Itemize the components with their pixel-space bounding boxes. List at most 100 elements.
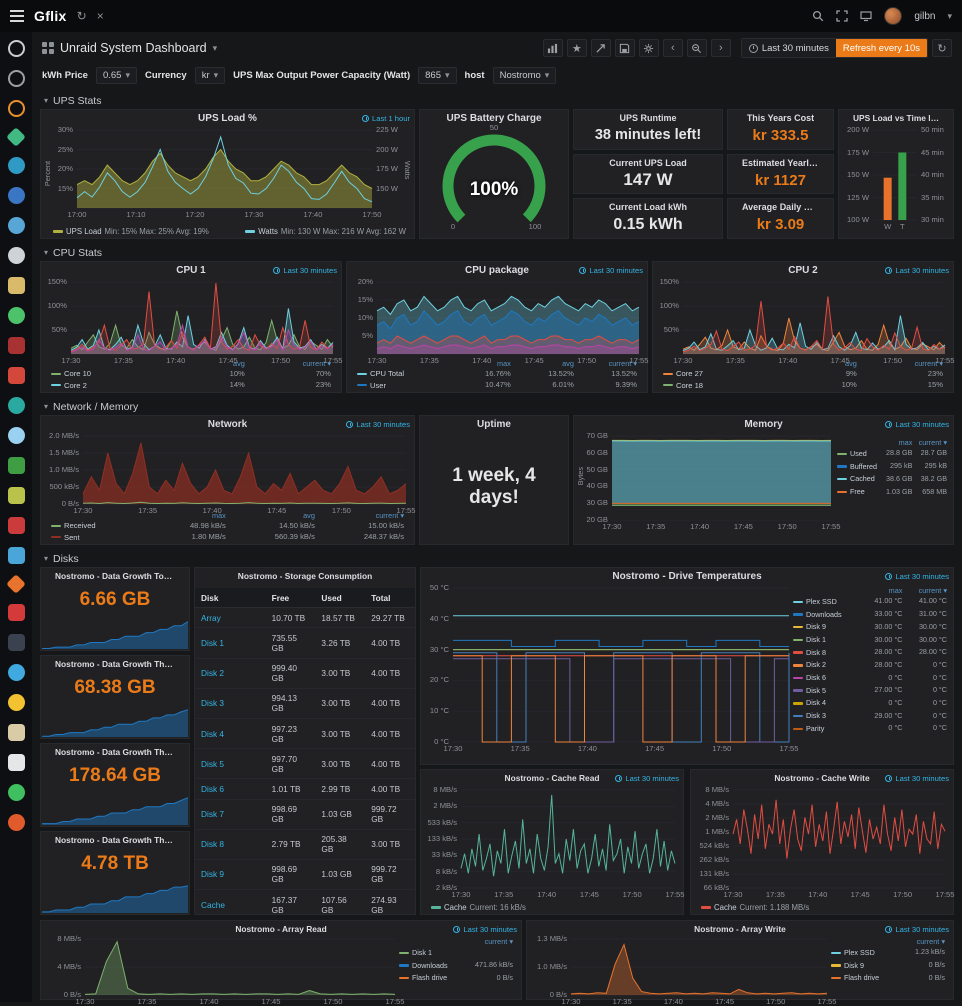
panel-title[interactable]: Current Load kWh — [609, 202, 687, 213]
app-blue-square-icon[interactable] — [7, 547, 25, 564]
legend-sort-header[interactable]: current ▾ — [918, 586, 947, 595]
cpu1-chart[interactable]: 50% 100% 150% 17:30 17:35 17:40 17:45 17:50 17:5… — [48, 278, 343, 365]
panel-title[interactable]: This Years Cost — [746, 113, 815, 123]
app-orange-ring-icon[interactable] — [7, 100, 25, 117]
array-read-legend[interactable]: current ▾ Disk 1 Downloads 471.86 kB/s Flash… — [397, 937, 515, 984]
legend-item[interactable]: Cache Current: 16 kB/s — [431, 903, 526, 912]
legend-item[interactable]: Plex SSD — [791, 595, 860, 608]
panel-title[interactable]: Nostromo - Data Growth This Month — [55, 747, 189, 757]
settings-gear-icon[interactable] — [638, 39, 659, 57]
legend-item[interactable]: Buffered — [835, 460, 880, 473]
nav-close-icon[interactable]: × — [96, 9, 104, 23]
legend-item[interactable]: Used — [835, 447, 880, 460]
variable-value-dropdown[interactable]: 865 ▾ — [418, 66, 457, 84]
legend-item[interactable]: Flash drive — [397, 971, 463, 984]
legend-item[interactable]: Disk 6 — [791, 671, 860, 684]
variable-value-dropdown[interactable]: 0.65 ▾ — [95, 66, 137, 84]
app-olive-icon[interactable] — [7, 487, 25, 504]
legend-item[interactable]: Downloads — [791, 608, 860, 621]
app-brand[interactable]: Gflix — [34, 8, 67, 24]
legend-item[interactable]: Cache Current: 1.188 MB/s — [701, 903, 809, 912]
menu-icon[interactable] — [10, 10, 24, 22]
legend-item[interactable]: Disk 3 — [791, 709, 860, 722]
cpu-package-chart[interactable]: 5% 10% 15% 20% 17:30 17:35 17:40 17:45 17:50 17:5… — [358, 278, 649, 365]
disk-link[interactable]: Disk 7 — [195, 799, 266, 830]
disk-link[interactable]: Disk 2 — [195, 658, 266, 689]
legend-sort-header[interactable]: avg — [233, 358, 245, 368]
panel-title[interactable]: UPS Runtime — [619, 113, 677, 123]
app-green-icon[interactable] — [7, 307, 25, 324]
bar-chart-icon[interactable] — [542, 39, 563, 57]
legend-item[interactable]: Watts Min: 130 W Max: 216 W Avg: 162 W — [245, 227, 406, 236]
drive-temps-chart[interactable]: 0 °C 10 °C 20 °C 30 °C 40 °C 50 °C 17:30 17:35 1… — [430, 584, 799, 753]
legend-item[interactable]: Flash drive — [829, 971, 900, 984]
array-write-legend[interactable]: current ▾ Plex SSD 1.23 kB/s Disk 9 0 B/s Fla… — [829, 937, 947, 984]
fullscreen-icon[interactable] — [836, 10, 848, 22]
legend-item[interactable]: Disk 1 — [397, 946, 463, 959]
ups-bars-chart[interactable]: 100 W 125 W 150 W 175 W 200 W 30 min 35 min 40 … — [847, 126, 944, 231]
legend-sort-header[interactable]: avg — [845, 358, 857, 368]
network-chart[interactable]: 0 B/s 500 kB/s 1.0 MB/s 1.5 MB/s 2.0 MB/s 17:… — [49, 432, 415, 515]
nav-refresh-icon[interactable]: ↻ — [76, 9, 87, 23]
legend-item[interactable]: UPS Load Min: 15% Max: 25% Avg: 19% — [53, 227, 209, 236]
username[interactable]: gilbn — [914, 10, 936, 22]
app-teal-eye-icon[interactable] — [7, 397, 25, 414]
refresh-interval-button[interactable]: Refresh every 10s — [835, 39, 927, 57]
legend-item[interactable]: Parity — [791, 722, 860, 735]
legend-item[interactable]: Core 27 — [661, 368, 773, 379]
time-range-picker[interactable]: Last 30 minutes — [741, 39, 836, 57]
legend-sort-header[interactable]: current ▾ — [918, 438, 947, 447]
legend-sort-header[interactable]: current ▾ — [302, 358, 331, 368]
array-write-chart[interactable]: 0 B/s 1.0 MB/s 1.3 MB/s 17:30 17:35 17:40 17:4… — [537, 935, 836, 1006]
app-yellow-duck-icon[interactable] — [7, 694, 25, 711]
legend-item[interactable]: Disk 8 — [791, 646, 860, 659]
zoom-out-icon[interactable] — [686, 39, 707, 57]
cpu2-legend[interactable]: avg current ▾ Core 27 9% 23% Core 18 10% 15% — [661, 359, 945, 391]
time-back-icon[interactable]: ‹ — [662, 39, 683, 57]
battery-gauge[interactable]: 0 50 100 — [430, 124, 558, 231]
star-icon[interactable]: ★ — [566, 39, 587, 57]
panel-title[interactable]: Estimated Yearly Cost — [742, 157, 833, 168]
app-lightblue-icon[interactable] — [7, 427, 25, 444]
time-forward-icon[interactable]: › — [710, 39, 731, 57]
panel-title[interactable]: Current UPS Load — [609, 157, 687, 168]
network-legend[interactable]: max avg current ▾ Received 48.98 kB/s 14.50 k… — [49, 511, 406, 543]
disk-link[interactable]: Disk 6 — [195, 778, 266, 800]
legend-item[interactable]: Disk 9 — [791, 620, 860, 633]
legend-item[interactable]: Disk 9 — [829, 959, 900, 972]
panel-title[interactable]: Nostromo - Data Growth This Year — [55, 835, 189, 845]
panel-title[interactable]: Nostromo - Data Growth This Week — [55, 659, 189, 669]
app-person-icon[interactable] — [7, 247, 25, 264]
legend-item[interactable]: Sent — [49, 531, 147, 542]
panel-title[interactable]: UPS Load % — [198, 113, 257, 124]
legend-item[interactable]: Core 2 — [49, 379, 161, 390]
row-header-network-memory[interactable]: ▾ Network / Memory — [40, 398, 954, 415]
legend-item[interactable]: Plex SSD — [829, 946, 900, 959]
panel-title[interactable]: Nostromo - Drive Temperatures — [612, 571, 762, 582]
table-header[interactable]: Total — [365, 588, 415, 609]
legend-item[interactable]: User — [355, 379, 450, 390]
legend-item[interactable]: Received — [49, 520, 147, 531]
app-red2-icon[interactable] — [7, 604, 25, 621]
legend-item[interactable]: Core 10 — [49, 368, 161, 379]
app-blue-drop-icon[interactable] — [7, 664, 25, 681]
legend-sort-header[interactable]: current ▾ — [484, 937, 513, 946]
legend-sort-header[interactable]: max — [898, 438, 913, 447]
ups-load-legend[interactable]: UPS Load Min: 15% Max: 25% Avg: 19% Watts M… — [53, 227, 406, 236]
cache-read-legend[interactable]: Cache Current: 16 kB/s — [431, 903, 526, 912]
app-teal-icon[interactable] — [7, 157, 25, 174]
disk-link[interactable]: Disk 9 — [195, 859, 266, 891]
panel-title[interactable]: Nostromo - Storage Consumption — [237, 571, 373, 581]
app-github-green-icon[interactable] — [7, 784, 25, 801]
avatar[interactable] — [884, 7, 903, 25]
legend-sort-header[interactable]: max — [212, 510, 226, 520]
legend-item[interactable]: Downloads — [397, 959, 463, 972]
row-header-ups-stats[interactable]: ▾ UPS Stats — [40, 92, 954, 109]
disk-link[interactable]: Disk 1 — [195, 627, 266, 659]
cache-write-chart[interactable]: 66 kB/s 131 kB/s 262 kB/s 524 kB/s 1 MB/s 2 M… — [699, 786, 954, 899]
array-read-chart[interactable]: 0 B/s 4 MB/s 8 MB/s 17:30 17:35 17:40 17:45 17:… — [57, 935, 404, 1006]
app-orange-diamond-icon[interactable] — [6, 574, 26, 594]
legend-sort-header[interactable]: current ▾ — [608, 358, 637, 368]
variable-value-dropdown[interactable]: kr ▾ — [194, 66, 226, 84]
cpu-package-legend[interactable]: max avg current ▾ CPU Total 16.76% 13.52% 13.5… — [355, 359, 639, 391]
